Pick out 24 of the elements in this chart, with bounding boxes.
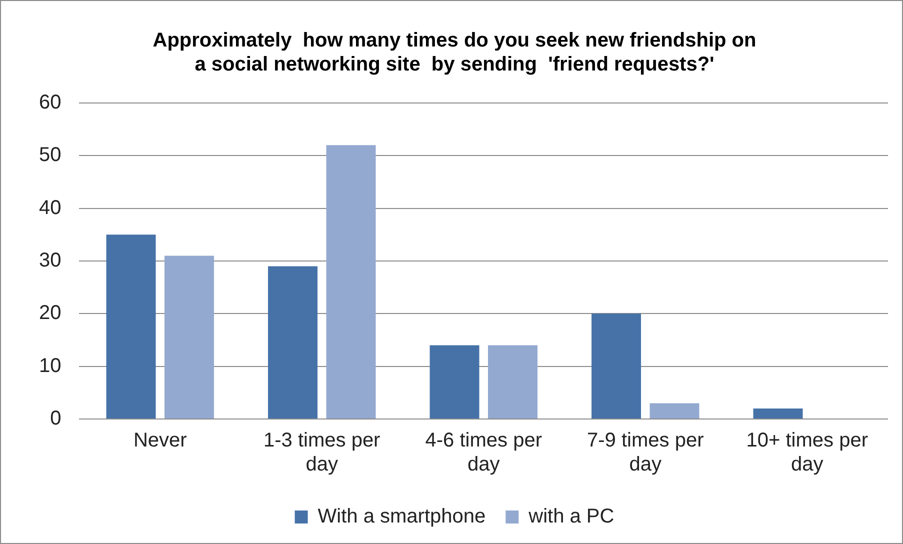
y-tick-label: 20 [38,302,62,324]
x-tick-label: 4-6 times per day [425,430,542,476]
legend-label: With a smartphone [318,506,486,528]
bar [106,234,156,418]
bar [753,408,803,418]
bar [650,403,700,418]
chart-title: Approximately how many times do you seek new friendship on a social networking site by sending 'friend requests?' [152,30,756,76]
x-tick-label: Never [133,430,188,452]
bar [268,266,318,418]
bar [164,256,214,418]
y-tick-label: 60 [38,92,62,114]
y-tick-label: 50 [38,144,62,166]
bar [488,345,538,418]
y-tick-label: 0 [50,408,62,430]
x-tick-label: 7-9 times per day [587,430,704,476]
bar [430,345,480,418]
bar [326,145,376,418]
y-tick-label: 30 [38,250,62,272]
y-tick-label: 10 [38,354,62,377]
x-tick-label: 1-3 times per day [264,430,381,476]
y-tick-label: 40 [38,196,62,219]
legend-label: with a PC [528,506,614,528]
x-tick-label: 10+ times per day [746,430,868,476]
bar [592,314,642,418]
